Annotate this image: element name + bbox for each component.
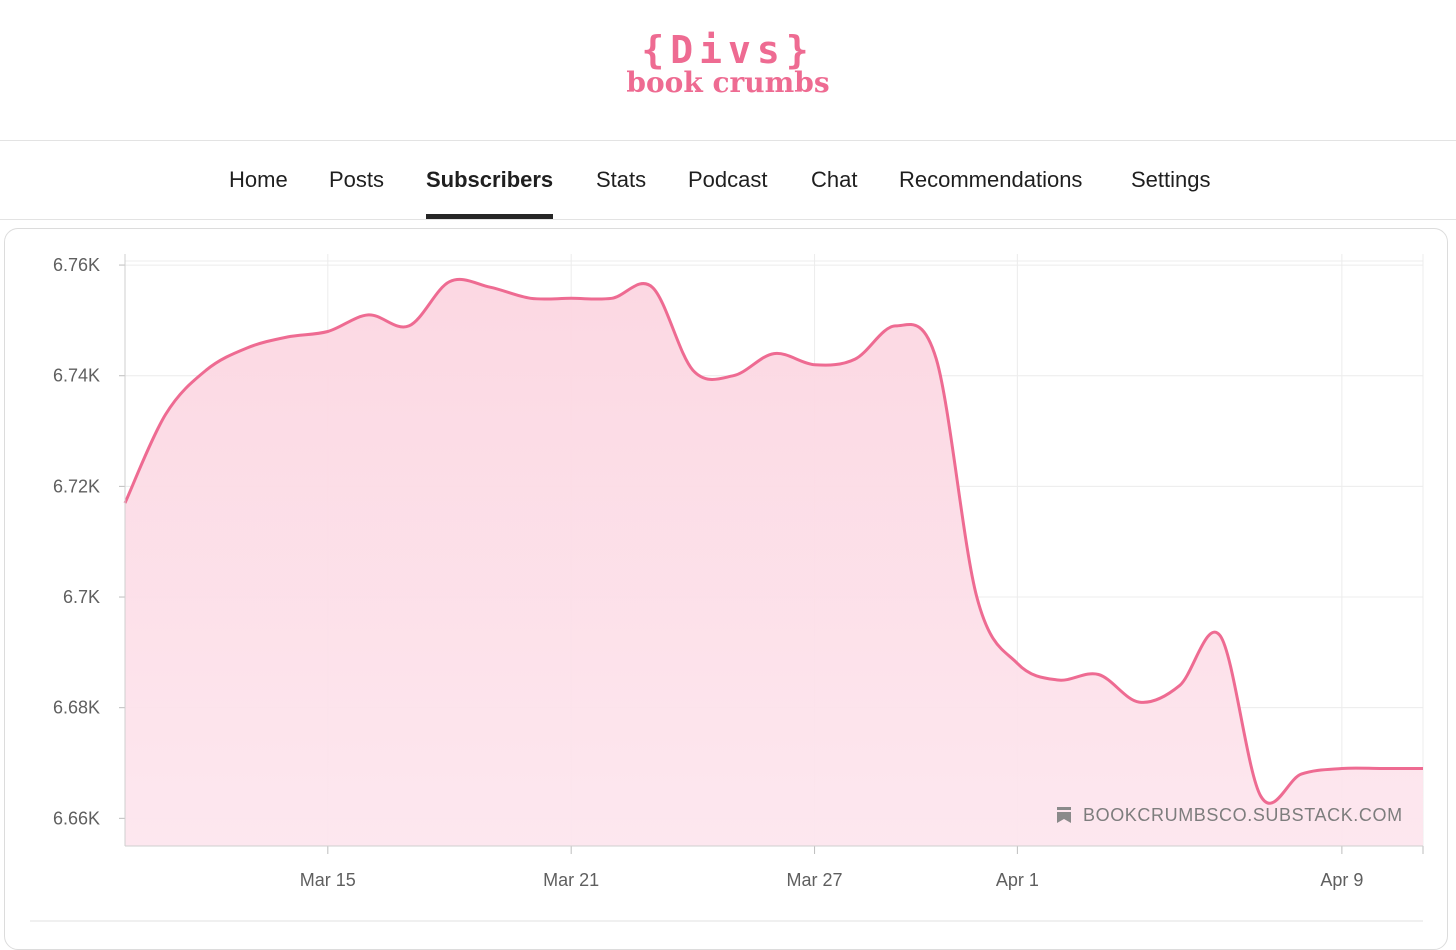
logo-book-crumbs-text: book crumbs [626,66,830,99]
tab-posts[interactable]: Posts [329,167,385,192]
x-tick-label: Mar 21 [543,870,599,890]
chart-axes [30,254,1424,922]
y-tick-label: 6.76K [53,255,100,275]
watermark: BOOKCRUMBSCO.SUBSTACK.COM [1057,805,1403,825]
x-tick-label: Apr 9 [1320,870,1363,890]
dashboard-nav: Home Posts Subscribers Stats Podcast Cha… [0,141,1456,220]
y-tick-label: 6.68K [53,698,100,718]
tab-podcast[interactable]: Podcast [688,167,768,192]
y-tick-label: 6.72K [53,476,100,496]
x-tick-label: Apr 1 [996,870,1039,890]
tab-subscribers[interactable]: Subscribers [426,141,554,219]
tab-recommendations[interactable]: Recommendations [899,167,1083,192]
publication-logo[interactable]: {Divs} book crumbs [600,28,856,108]
watermark-text: BOOKCRUMBSCO.SUBSTACK.COM [1083,805,1403,825]
tab-stats[interactable]: Stats [596,167,647,192]
y-tick-label: 6.74K [53,366,100,386]
tab-chat[interactable]: Chat [811,167,858,192]
y-tick-label: 6.66K [53,808,100,828]
subscriber-area-chart: 6.66K 6.68K 6.7K 6.72K 6.74K 6.76K Mar 15 Mar 2… [30,254,1424,922]
chart-tick-labels: 6.66K 6.68K 6.7K 6.72K 6.74K 6.76K Mar 15 Mar 2… [53,255,1363,890]
publication-header: {Divs} book crumbs [0,0,1456,141]
logo-divs-text: {Divs} [641,28,815,72]
tab-settings[interactable]: Settings [1131,167,1211,192]
bookmark-icon [1057,807,1071,823]
tab-home[interactable]: Home [229,167,288,192]
x-tick-label: Mar 15 [300,870,356,890]
y-tick-label: 6.7K [63,587,100,607]
subscriber-line [123,277,1423,805]
subscriber-area-fill [125,279,1423,847]
x-tick-label: Mar 27 [787,870,843,890]
